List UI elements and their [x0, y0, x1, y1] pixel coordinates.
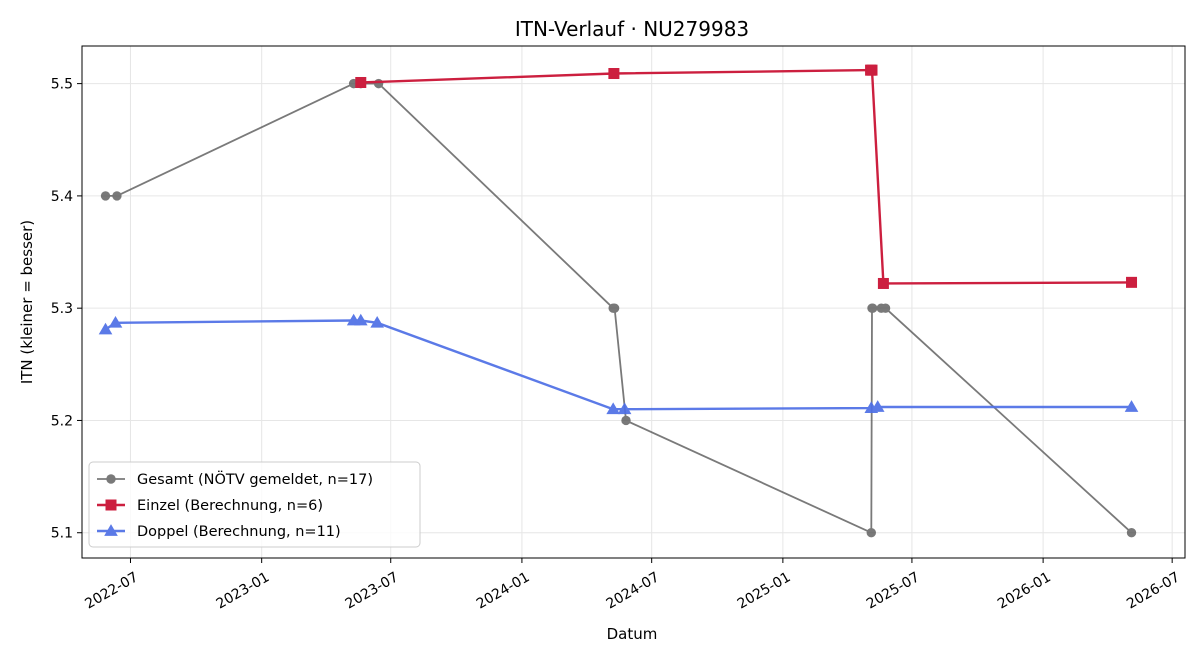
x-tick-label: 2026-07 [1124, 569, 1183, 612]
legend-label: Gesamt (NÖTV gemeldet, n=17) [137, 470, 373, 488]
data-point [112, 191, 122, 201]
data-point [608, 68, 620, 80]
x-tick-label: 2023-07 [343, 569, 402, 612]
y-tick-label: 5.5 [51, 77, 73, 93]
data-point [370, 315, 384, 328]
data-point [866, 528, 876, 538]
legend-label: Doppel (Berechnung, n=11) [137, 524, 341, 540]
x-tick-label: 2026-01 [995, 569, 1054, 612]
data-point [100, 191, 111, 201]
data-point [609, 303, 620, 313]
y-tick-label: 5.2 [51, 413, 73, 429]
x-tick-label: 2025-01 [735, 569, 794, 612]
data-point [880, 303, 891, 313]
data-point [373, 78, 384, 89]
data-point [621, 415, 631, 426]
series-line [104, 319, 1132, 411]
legend-swatch [97, 499, 125, 511]
x-tick-label: 2024-01 [474, 569, 533, 612]
grid [82, 46, 1185, 558]
x-tick-label: 2024-07 [604, 569, 663, 612]
x-tick-label: 2025-07 [864, 569, 923, 612]
data-point [866, 64, 878, 76]
data-point [1126, 276, 1138, 288]
x-tick-label: 2023-01 [214, 569, 273, 612]
series-circle [100, 78, 1137, 538]
data-point [877, 277, 889, 289]
series-square [355, 64, 1138, 289]
data-point [104, 524, 118, 536]
y-axis-label: ITN (kleiner = besser) [18, 220, 36, 384]
data-point [108, 315, 123, 328]
legend-box [88, 461, 421, 548]
y-tick-label: 5.1 [51, 526, 73, 542]
data-point [98, 322, 113, 335]
data-point [105, 499, 117, 511]
data-point [353, 313, 368, 326]
series-triangle [98, 313, 1139, 415]
data-point [606, 402, 620, 415]
legend-label: Einzel (Berechnung, n=6) [137, 498, 323, 514]
plot-frame [81, 45, 1186, 559]
y-tick-label: 5.4 [51, 189, 73, 205]
chart-title: ITN-Verlauf · NU279983 [515, 17, 749, 41]
legend: Gesamt (NÖTV gemeldet, n=17) Einzel (Bere… [88, 461, 421, 548]
series-layer [98, 64, 1139, 538]
legend-swatch [97, 474, 125, 484]
y-axis: 5.1 5.2 5.3 5.4 5.5 [51, 77, 82, 542]
data-point [870, 400, 885, 412]
legend-swatch [97, 524, 125, 536]
x-tick-label: 2022-07 [82, 569, 141, 612]
data-point [106, 474, 116, 484]
data-point [1126, 528, 1137, 538]
x-axis: 2022-07 2023-01 2023-07 2024-01 2024-07 2025-… [82, 558, 1183, 612]
data-point [868, 303, 878, 313]
y-tick-label: 5.3 [51, 301, 73, 317]
data-point [1124, 400, 1139, 412]
data-point [355, 76, 367, 88]
x-axis-label: Datum [607, 625, 658, 643]
data-point [617, 402, 632, 415]
